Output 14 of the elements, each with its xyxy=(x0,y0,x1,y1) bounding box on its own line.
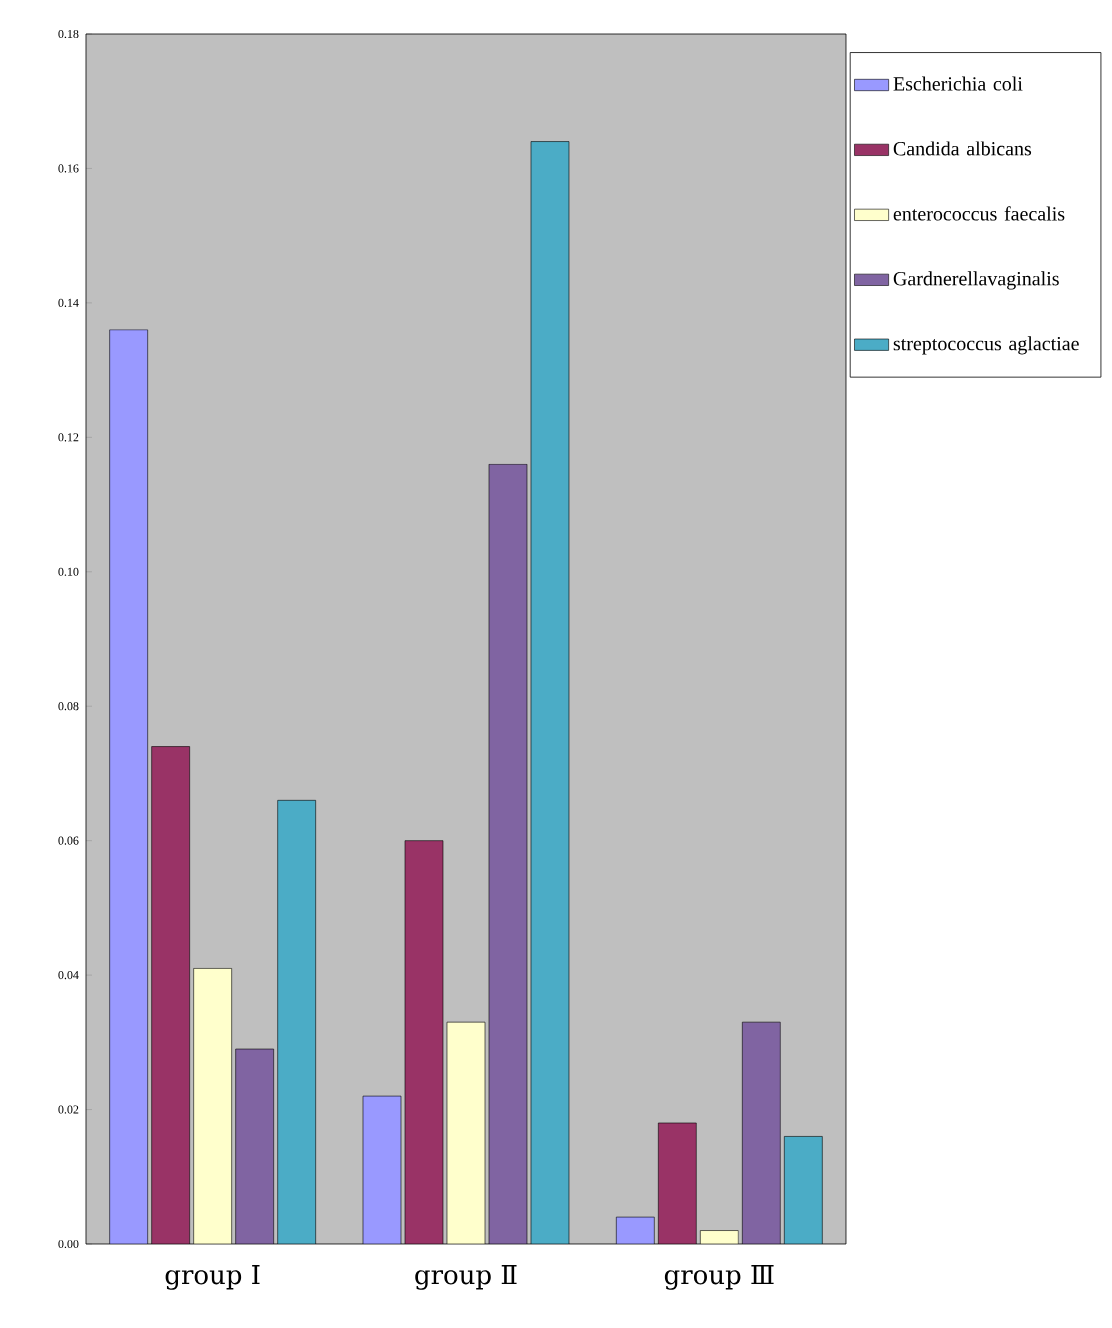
legend-label: streptococcus aglactiae xyxy=(893,336,1079,355)
bar xyxy=(151,746,190,1244)
bar xyxy=(658,1122,697,1244)
x-tick-label: group Ⅲ xyxy=(664,1265,774,1290)
legend-label: Candida albicans xyxy=(893,141,1032,156)
x-tick-label: group Ⅰ xyxy=(165,1265,260,1290)
bar xyxy=(404,840,444,1244)
legend-label: enterococcus faecalis xyxy=(893,206,1065,221)
legend-label: Escherichia coli xyxy=(893,76,1023,91)
legend-label: Gardnerellavaginalis xyxy=(893,271,1059,290)
bar xyxy=(109,329,148,1244)
x-tick-label: group Ⅱ xyxy=(415,1265,517,1290)
bar xyxy=(616,1216,655,1244)
bar xyxy=(362,1095,402,1244)
